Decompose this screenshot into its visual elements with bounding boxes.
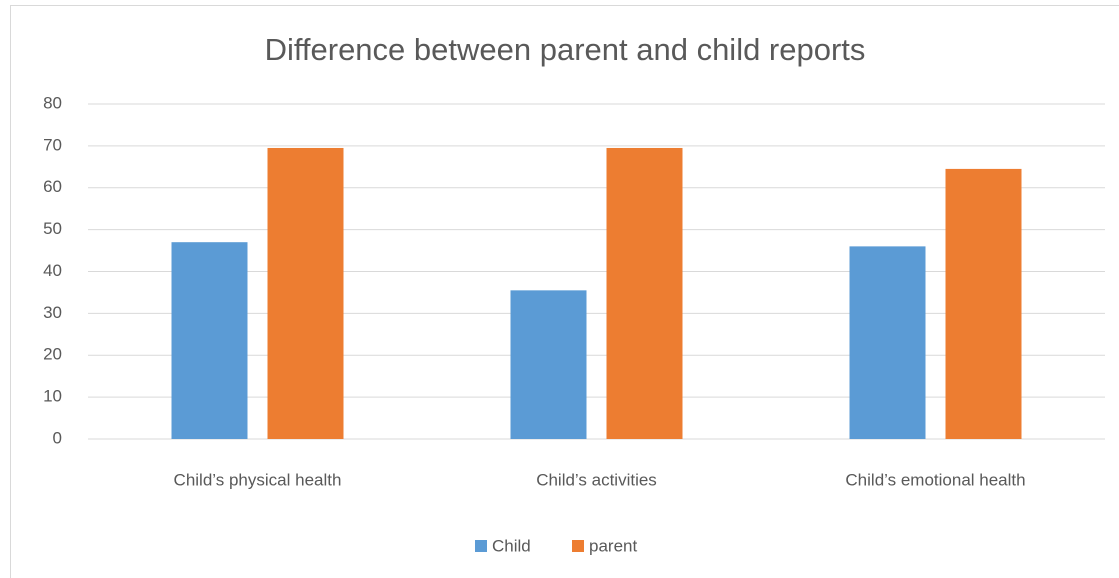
legend-swatch	[475, 540, 487, 552]
y-tick-label: 40	[43, 261, 62, 280]
bar	[510, 290, 587, 439]
x-tick-label: Child’s physical health	[174, 470, 342, 489]
y-tick-label: 30	[43, 303, 62, 322]
bar	[849, 246, 926, 439]
y-tick-label: 10	[43, 387, 62, 406]
y-tick-label: 70	[43, 135, 62, 154]
y-tick-label: 0	[53, 428, 62, 447]
y-tick-label: 20	[43, 345, 62, 364]
bar	[171, 242, 248, 439]
x-tick-label: Child’s activities	[536, 470, 657, 489]
y-tick-label: 80	[43, 93, 62, 112]
x-tick-label: Child’s emotional health	[845, 470, 1025, 489]
y-tick-label: 50	[43, 219, 62, 238]
legend-label: Child	[492, 536, 531, 555]
chart-title: Difference between parent and child repo…	[265, 32, 866, 67]
bar	[267, 147, 344, 439]
bar	[945, 168, 1022, 439]
legend-swatch	[572, 540, 584, 552]
legend-label: parent	[589, 536, 637, 555]
bar	[606, 147, 683, 439]
y-tick-label: 60	[43, 177, 62, 196]
